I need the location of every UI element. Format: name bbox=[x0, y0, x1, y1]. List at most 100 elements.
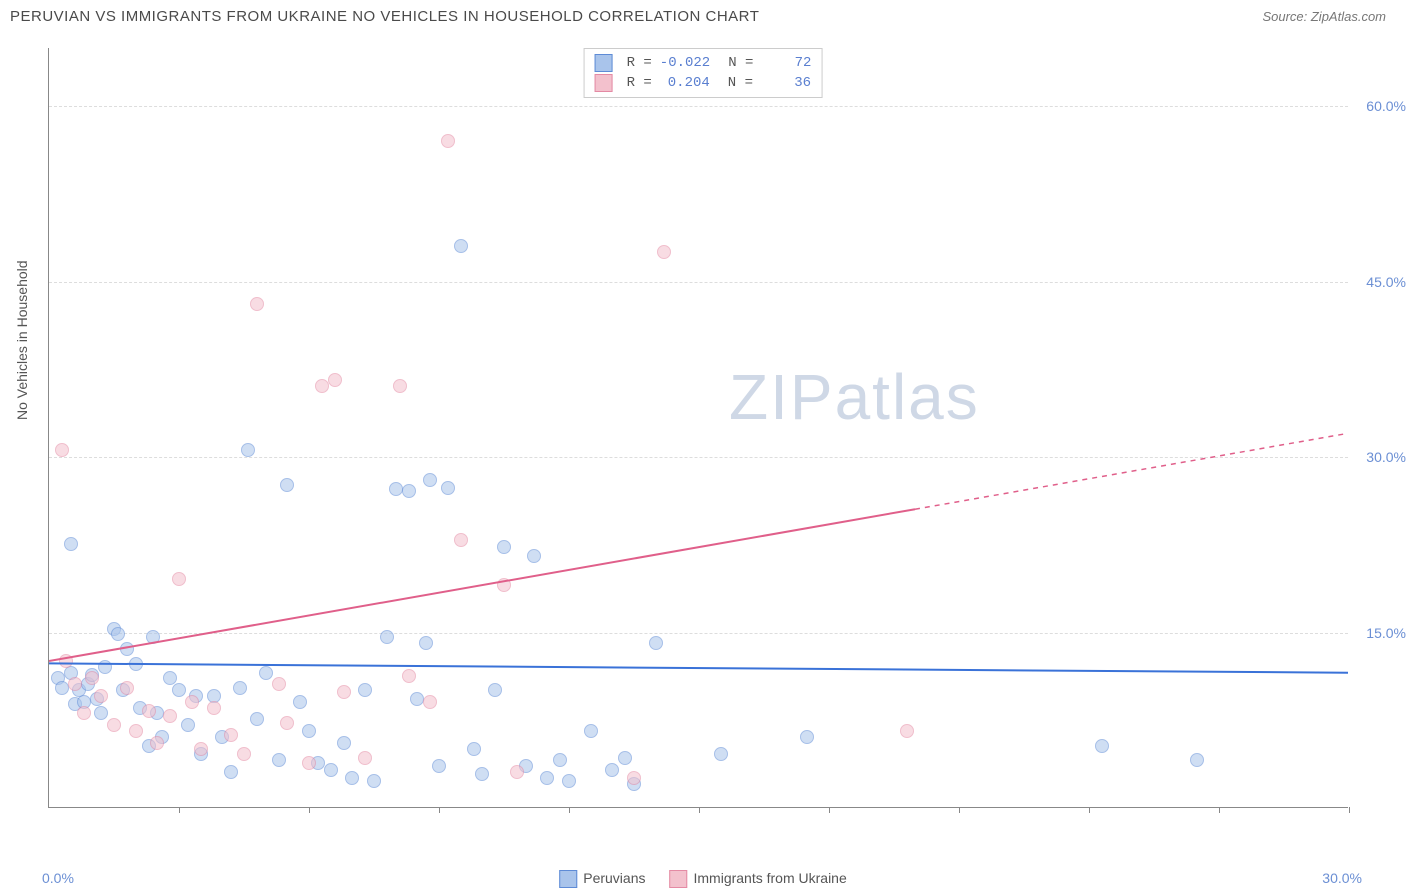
data-point bbox=[163, 709, 177, 723]
data-point bbox=[337, 685, 351, 699]
legend-r-label: R = bbox=[627, 55, 652, 71]
legend-swatch bbox=[670, 870, 688, 888]
data-point bbox=[259, 666, 273, 680]
data-point bbox=[380, 630, 394, 644]
data-point bbox=[393, 379, 407, 393]
legend-item: Peruvians bbox=[559, 870, 645, 888]
x-tick bbox=[699, 807, 700, 813]
data-point bbox=[272, 753, 286, 767]
data-point bbox=[129, 724, 143, 738]
data-point bbox=[272, 677, 286, 691]
series-legend: Peruvians Immigrants from Ukraine bbox=[559, 870, 847, 888]
y-tick-label: 60.0% bbox=[1366, 98, 1406, 114]
data-point bbox=[618, 751, 632, 765]
data-point bbox=[185, 695, 199, 709]
data-point bbox=[402, 669, 416, 683]
data-point bbox=[77, 706, 91, 720]
data-point bbox=[146, 630, 160, 644]
data-point bbox=[562, 774, 576, 788]
correlation-legend: R =-0.022N =72R =0.204N =36 bbox=[584, 48, 823, 98]
source-attribution: Source: ZipAtlas.com bbox=[1262, 9, 1386, 24]
x-tick bbox=[959, 807, 960, 813]
data-point bbox=[120, 681, 134, 695]
data-point bbox=[111, 627, 125, 641]
chart-plot-area: ZIPatlas 15.0%30.0%45.0%60.0% bbox=[48, 48, 1348, 808]
data-point bbox=[358, 751, 372, 765]
data-point bbox=[302, 724, 316, 738]
data-point bbox=[55, 681, 69, 695]
data-point bbox=[172, 572, 186, 586]
gridline bbox=[49, 282, 1348, 283]
data-point bbox=[233, 681, 247, 695]
data-point bbox=[241, 443, 255, 457]
data-point bbox=[68, 677, 82, 691]
data-point bbox=[207, 701, 221, 715]
data-point bbox=[605, 763, 619, 777]
data-point bbox=[293, 695, 307, 709]
legend-n-label: N = bbox=[728, 55, 753, 71]
data-point bbox=[315, 379, 329, 393]
legend-row: R =0.204N =36 bbox=[595, 73, 812, 93]
data-point bbox=[510, 765, 524, 779]
data-point bbox=[358, 683, 372, 697]
legend-r-label: R = bbox=[627, 75, 652, 91]
legend-n-value: 72 bbox=[761, 55, 811, 71]
chart-title: PERUVIAN VS IMMIGRANTS FROM UKRAINE NO V… bbox=[10, 8, 759, 25]
x-tick bbox=[309, 807, 310, 813]
data-point bbox=[454, 239, 468, 253]
data-point bbox=[389, 482, 403, 496]
watermark: ZIPatlas bbox=[729, 360, 980, 434]
legend-label: Immigrants from Ukraine bbox=[694, 870, 847, 886]
data-point bbox=[337, 736, 351, 750]
data-point bbox=[280, 716, 294, 730]
data-point bbox=[441, 134, 455, 148]
x-tick bbox=[439, 807, 440, 813]
data-point bbox=[410, 692, 424, 706]
data-point bbox=[423, 473, 437, 487]
data-point bbox=[172, 683, 186, 697]
data-point bbox=[85, 671, 99, 685]
x-tick bbox=[1219, 807, 1220, 813]
y-tick-label: 15.0% bbox=[1366, 625, 1406, 641]
data-point bbox=[800, 730, 814, 744]
x-tick bbox=[829, 807, 830, 813]
data-point bbox=[302, 756, 316, 770]
data-point bbox=[432, 759, 446, 773]
data-point bbox=[250, 712, 264, 726]
data-point bbox=[150, 736, 164, 750]
gridline bbox=[49, 457, 1348, 458]
data-point bbox=[59, 654, 73, 668]
data-point bbox=[402, 484, 416, 498]
chart-header: PERUVIAN VS IMMIGRANTS FROM UKRAINE NO V… bbox=[0, 0, 1406, 29]
data-point bbox=[224, 765, 238, 779]
data-point bbox=[497, 578, 511, 592]
data-point bbox=[107, 718, 121, 732]
data-point bbox=[423, 695, 437, 709]
data-point bbox=[280, 478, 294, 492]
y-tick-label: 45.0% bbox=[1366, 274, 1406, 290]
data-point bbox=[142, 704, 156, 718]
data-point bbox=[649, 636, 663, 650]
legend-row: R =-0.022N =72 bbox=[595, 53, 812, 73]
x-tick bbox=[569, 807, 570, 813]
data-point bbox=[98, 660, 112, 674]
data-point bbox=[553, 753, 567, 767]
data-point bbox=[367, 774, 381, 788]
data-point bbox=[419, 636, 433, 650]
data-point bbox=[94, 706, 108, 720]
data-point bbox=[129, 657, 143, 671]
legend-swatch bbox=[595, 74, 613, 92]
data-point bbox=[324, 763, 338, 777]
x-tick bbox=[179, 807, 180, 813]
y-tick-label: 30.0% bbox=[1366, 449, 1406, 465]
x-axis-min-label: 0.0% bbox=[42, 870, 74, 886]
legend-r-value: 0.204 bbox=[660, 75, 710, 91]
data-point bbox=[475, 767, 489, 781]
data-point bbox=[55, 443, 69, 457]
data-point bbox=[328, 373, 342, 387]
legend-swatch bbox=[595, 54, 613, 72]
data-point bbox=[1095, 739, 1109, 753]
data-point bbox=[94, 689, 108, 703]
data-point bbox=[250, 297, 264, 311]
data-point bbox=[488, 683, 502, 697]
